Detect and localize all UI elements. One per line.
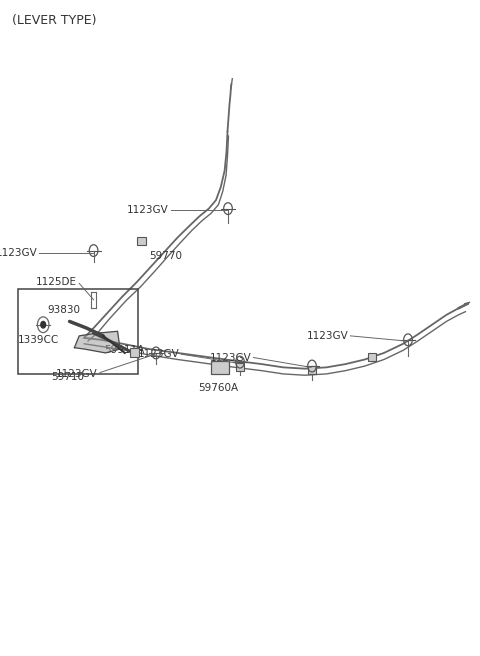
Text: (LEVER TYPE): (LEVER TYPE) [12,14,96,28]
Text: 1123GV: 1123GV [0,247,37,258]
Text: 1123GV: 1123GV [127,205,169,215]
Bar [137,237,146,245]
Text: 93830: 93830 [47,305,80,316]
Text: 59760A: 59760A [198,383,239,394]
Bar [130,348,139,357]
Bar [236,363,244,371]
Bar [18,289,138,374]
Circle shape [41,321,46,328]
Text: 1123GV: 1123GV [138,349,180,359]
Text: 1339CC: 1339CC [18,335,60,345]
Bar [308,366,316,374]
Bar [211,361,229,374]
Text: 1123GV: 1123GV [210,352,252,363]
Text: 1123GV: 1123GV [56,369,98,379]
Bar [368,353,376,361]
Text: 1123GV: 1123GV [307,331,348,341]
Text: 59710: 59710 [51,372,84,382]
Text: 59770: 59770 [149,251,182,261]
Text: 1125DE: 1125DE [36,277,77,287]
Polygon shape [74,331,120,353]
Text: 59911A: 59911A [105,344,145,355]
